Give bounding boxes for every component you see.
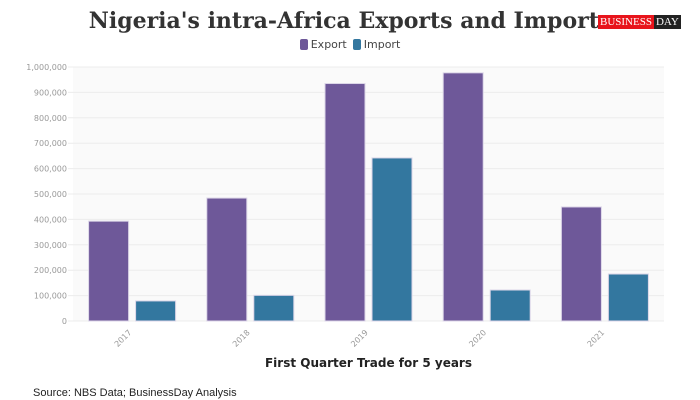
- y-tick-label: 500,000: [34, 190, 67, 199]
- x-tick-label: 2021: [586, 328, 607, 349]
- x-tick-label: 2018: [231, 328, 252, 349]
- y-tick-label: 900,000: [34, 88, 67, 97]
- y-tick-label: 0: [62, 317, 67, 326]
- chart-title: Nigeria's intra-Africa Exports and Impor…: [88, 8, 612, 34]
- bar-import-2019[interactable]: [371, 157, 413, 322]
- bar-import-2018[interactable]: [253, 294, 295, 322]
- businessday-logo: BUSINESS DAY: [598, 15, 681, 29]
- bar-export-2019[interactable]: [324, 83, 366, 322]
- bar-export-2018[interactable]: [206, 197, 248, 322]
- bar-export-2020[interactable]: [442, 72, 484, 322]
- y-tick-label: 600,000: [34, 165, 67, 174]
- bar-import-2021[interactable]: [607, 273, 649, 322]
- legend-import[interactable]: Import: [352, 38, 400, 51]
- y-tick-label: 100,000: [34, 292, 67, 301]
- x-axis-title: First Quarter Trade for 5 years: [265, 356, 472, 370]
- bar-import-2020[interactable]: [489, 289, 531, 322]
- bar-export-2017[interactable]: [88, 220, 130, 322]
- bar-export-2021[interactable]: [560, 206, 602, 322]
- y-tick-label: 400,000: [34, 215, 67, 224]
- source-note: Source: NBS Data; BusinessDay Analysis: [33, 387, 237, 399]
- y-tick-label: 700,000: [34, 139, 67, 148]
- legend: Export Import: [0, 38, 700, 51]
- x-tick-label: 2017: [113, 328, 134, 349]
- y-tick-label: 1,000,000: [26, 63, 67, 72]
- bar-import-2017[interactable]: [135, 300, 177, 322]
- y-tick-label: 300,000: [34, 241, 67, 250]
- y-tick-label: 800,000: [34, 114, 67, 123]
- legend-export[interactable]: Export: [299, 38, 347, 51]
- x-tick-label: 2019: [349, 328, 370, 349]
- x-tick-label: 2020: [467, 328, 488, 349]
- y-tick-label: 200,000: [34, 266, 67, 275]
